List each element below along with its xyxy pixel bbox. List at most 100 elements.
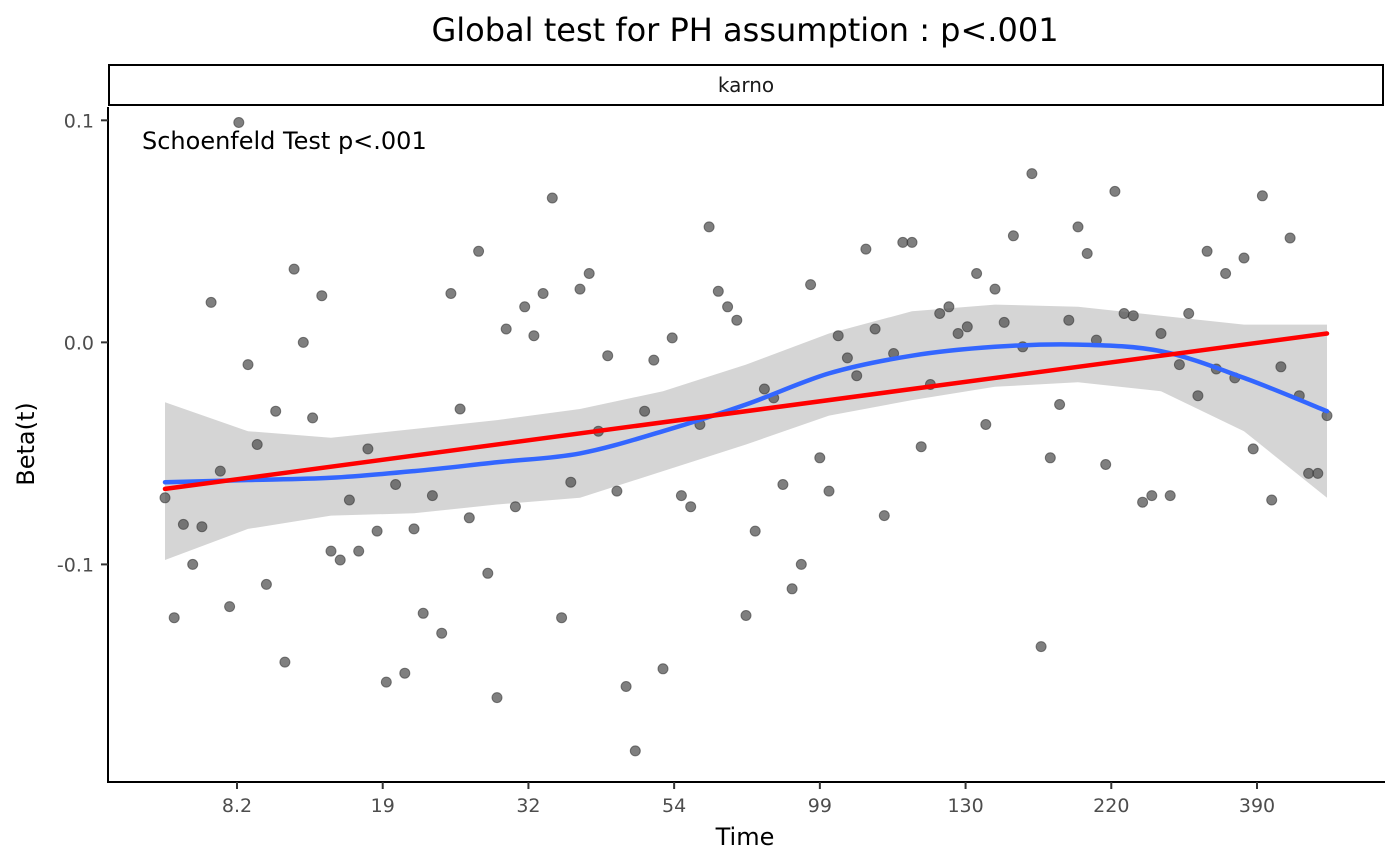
facet-strip: [108, 64, 1384, 106]
residual-point: [832, 330, 844, 342]
residual-point: [1256, 190, 1268, 202]
residual-point: [805, 279, 817, 291]
residual-point: [1155, 328, 1167, 339]
residual-point: [436, 627, 448, 639]
residual-point: [712, 285, 724, 297]
residual-point: [297, 336, 309, 348]
residual-point: [952, 328, 964, 339]
residual-point: [1266, 494, 1278, 506]
residual-point: [989, 283, 1001, 295]
x-tick-label: 99: [808, 795, 832, 817]
facet-strip-label: karno: [718, 73, 774, 97]
x-axis-title: Time: [715, 823, 775, 851]
residual-point: [841, 352, 853, 364]
residual-point: [1118, 308, 1130, 319]
residual-point: [454, 403, 466, 415]
residual-point: [334, 554, 346, 566]
y-tick-label: -0.1: [57, 554, 94, 576]
residual-point: [1312, 467, 1324, 479]
residual-point: [1081, 248, 1093, 259]
residual-point: [961, 321, 973, 333]
residual-point: [528, 330, 540, 342]
fit-lines-layer: [162, 331, 1330, 492]
residual-point: [380, 676, 392, 688]
residual-point: [1275, 361, 1287, 373]
residual-point: [1109, 185, 1121, 197]
residual-point: [1054, 399, 1066, 410]
residual-point: [316, 290, 328, 302]
residual-point: [629, 745, 641, 757]
residual-point: [1007, 230, 1019, 242]
residual-point: [500, 323, 512, 335]
residual-point: [343, 494, 355, 506]
x-tick-label: 54: [662, 795, 686, 817]
residual-point: [943, 301, 955, 313]
residual-point: [445, 288, 457, 299]
residual-point: [685, 501, 697, 513]
residual-point: [1220, 268, 1232, 279]
residual-point: [860, 243, 872, 255]
residual-point: [473, 245, 485, 257]
x-axis-ticks: 8.2 19 32 54 99 130 220 390: [222, 782, 1275, 817]
residual-point: [971, 268, 983, 279]
residual-point: [565, 476, 577, 488]
residual-point: [814, 452, 826, 464]
residual-point: [353, 545, 365, 557]
x-tick-label: 19: [371, 795, 395, 817]
confidence-band: [165, 304, 1327, 560]
residual-point: [786, 583, 798, 595]
residual-point: [611, 485, 623, 497]
residual-point: [371, 525, 383, 537]
confidence-band-layer: [165, 304, 1327, 560]
x-tick-label: 130: [947, 795, 983, 817]
residual-point: [288, 263, 300, 275]
residual-point: [482, 567, 494, 579]
residual-point: [740, 610, 752, 621]
residual-point: [602, 350, 614, 362]
residual-point: [915, 441, 927, 453]
points-layer: [159, 117, 1333, 757]
x-tick-label: 220: [1093, 795, 1129, 817]
residual-point: [233, 117, 245, 128]
residual-point: [934, 308, 946, 319]
residual-point: [463, 512, 475, 524]
residual-point: [509, 501, 521, 513]
residual-point: [307, 412, 319, 424]
y-tick-label: 0.0: [64, 332, 94, 354]
residual-point: [731, 314, 743, 326]
residual-point: [648, 354, 660, 366]
residual-point: [196, 521, 208, 533]
residual-point: [399, 667, 411, 679]
residual-point: [666, 332, 678, 344]
residual-point: [639, 405, 651, 417]
residual-point: [906, 236, 918, 248]
residual-point: [408, 523, 420, 535]
residual-point: [1146, 490, 1158, 502]
residual-point: [325, 545, 337, 557]
residual-point: [722, 301, 734, 313]
residual-point: [1127, 310, 1139, 322]
residual-point: [851, 370, 863, 382]
residual-point: [519, 301, 531, 313]
residual-point: [1164, 490, 1176, 502]
residual-point: [187, 558, 199, 570]
residual-point: [1100, 459, 1112, 470]
residual-point: [168, 612, 180, 624]
residual-point: [214, 465, 226, 477]
annotation-schoenfeld: Schoenfeld Test p<.001: [142, 127, 427, 155]
residual-point: [749, 525, 761, 537]
residual-point: [869, 323, 881, 335]
residual-point: [177, 518, 189, 530]
y-axis-ticks: 0.1 0.0 -0.1: [57, 110, 108, 576]
residual-point: [1247, 443, 1259, 455]
residual-point: [703, 221, 715, 233]
residual-point: [657, 663, 669, 675]
residual-point: [1183, 308, 1195, 319]
residual-point: [897, 236, 909, 248]
x-tick-label: 8.2: [222, 795, 252, 817]
x-tick-label: 32: [516, 795, 540, 817]
residual-point: [417, 607, 429, 619]
residual-point: [675, 490, 687, 502]
linear-fit-line: [162, 331, 1330, 492]
